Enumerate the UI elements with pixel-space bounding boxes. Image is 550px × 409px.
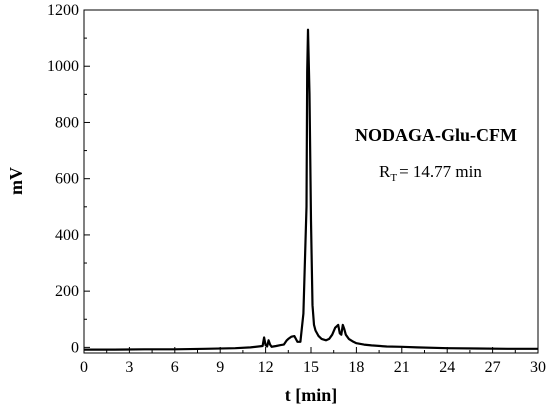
- y-tick-label: 600: [55, 171, 79, 188]
- y-tick-label: 200: [55, 283, 79, 300]
- x-tick-label: 9: [216, 359, 224, 376]
- x-tick-label: 0: [80, 359, 88, 376]
- x-axis-title: t [min]: [285, 385, 338, 405]
- rt-subscript: T: [390, 172, 397, 184]
- x-tick-label: 30: [530, 359, 546, 376]
- x-tick-label: 6: [171, 359, 179, 376]
- y-axis-ticks: 0 200 400 600 800 1000 1200: [47, 2, 90, 356]
- x-axis-ticks: 0 3 6 9 12 15 18 21 24 27 30: [80, 347, 546, 376]
- x-tick-label: 27: [485, 359, 501, 376]
- y-tick-label: 0: [71, 339, 79, 356]
- y-tick-label: 1200: [47, 2, 79, 19]
- x-tick-label: 18: [348, 359, 364, 376]
- x-tick-label: 15: [303, 359, 319, 376]
- x-tick-label: 24: [439, 359, 455, 376]
- compound-label: NODAGA-Glu-CFM: [355, 125, 517, 145]
- x-tick-label: 3: [125, 359, 133, 376]
- rt-value: = 14.77 min: [399, 162, 482, 181]
- retention-time-label: RT = 14.77 min: [379, 162, 482, 184]
- y-tick-label: 400: [55, 227, 79, 244]
- y-tick-label: 1000: [47, 58, 79, 75]
- x-tick-label: 12: [258, 359, 274, 376]
- y-tick-label: 800: [55, 114, 79, 131]
- chromatogram-trace: [84, 28, 538, 351]
- y-axis-title: mV: [6, 167, 26, 195]
- x-tick-label: 21: [394, 359, 410, 376]
- rt-prefix: R: [379, 162, 391, 181]
